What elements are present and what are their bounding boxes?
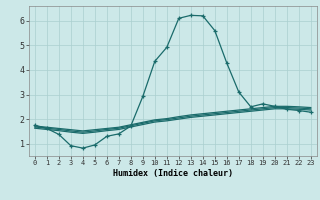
X-axis label: Humidex (Indice chaleur): Humidex (Indice chaleur) (113, 169, 233, 178)
